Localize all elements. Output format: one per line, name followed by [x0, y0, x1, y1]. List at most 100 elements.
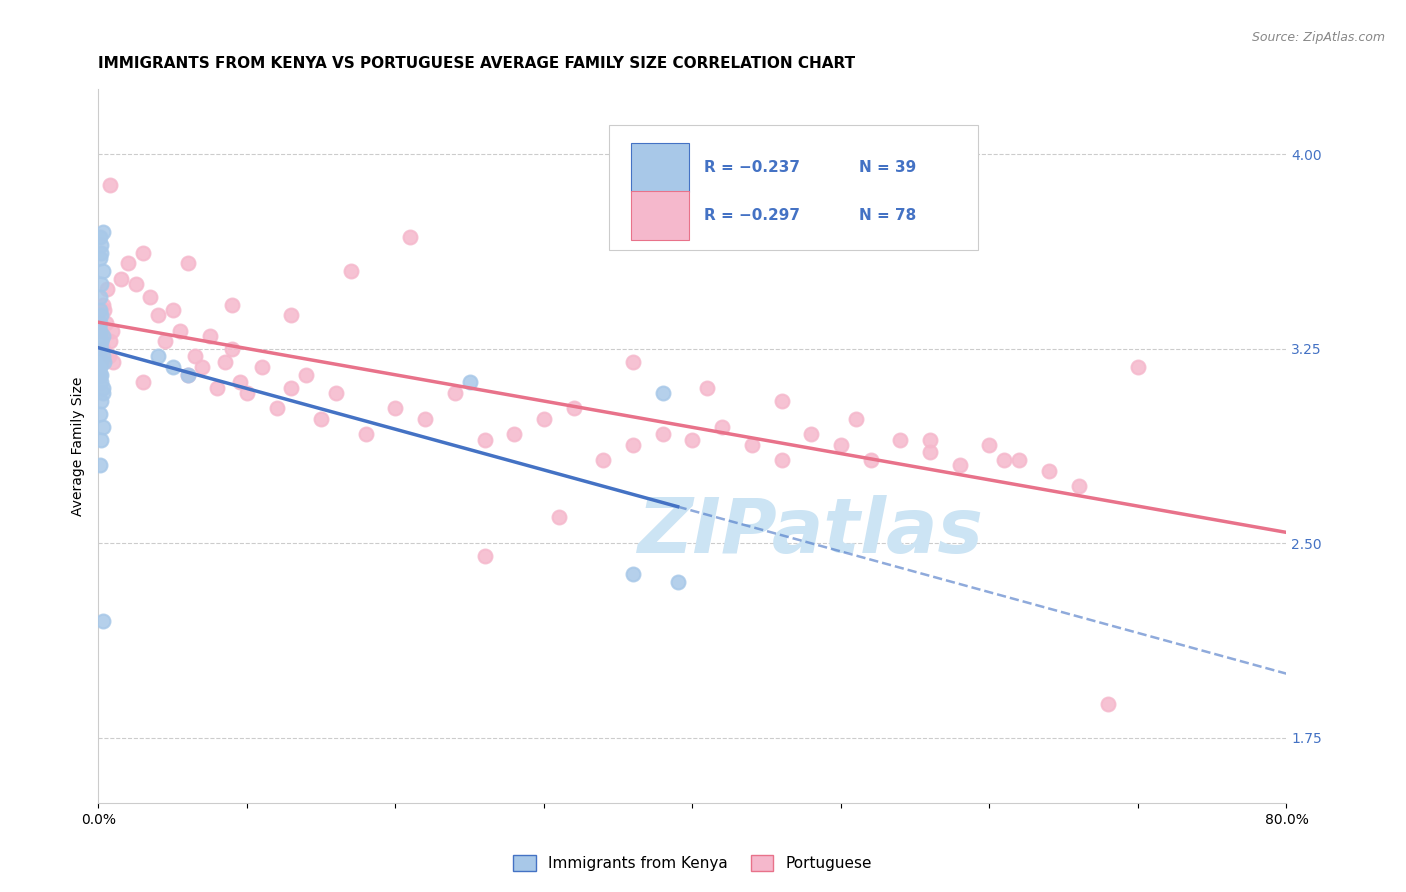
Point: [176, 368, 198, 382]
Point: [770, 453, 793, 467]
Text: ZIPatlas: ZIPatlas: [638, 495, 984, 568]
Point: [340, 264, 363, 278]
Point: [90, 334, 112, 348]
Point: [221, 297, 243, 311]
Point: [621, 354, 644, 368]
Point: [184, 350, 207, 364]
Legend: Immigrants from Kenya, Portuguese: Immigrants from Kenya, Portuguese: [506, 849, 879, 877]
Point: [266, 401, 288, 416]
Point: [443, 385, 465, 400]
Point: [89, 458, 111, 473]
Point: [96, 282, 118, 296]
Point: [474, 549, 496, 564]
Point: [979, 438, 1001, 452]
Point: [1008, 453, 1031, 467]
Point: [90, 376, 112, 390]
Point: [90, 308, 112, 322]
Text: R = −0.297: R = −0.297: [704, 208, 800, 223]
Point: [741, 438, 763, 452]
Point: [176, 368, 198, 382]
Point: [155, 334, 177, 348]
Point: [91, 381, 114, 395]
Point: [236, 385, 259, 400]
Point: [98, 334, 121, 348]
Point: [666, 575, 689, 590]
Point: [191, 359, 214, 374]
Point: [91, 225, 114, 239]
Point: [93, 302, 115, 317]
Point: [91, 264, 114, 278]
Point: [503, 427, 526, 442]
Point: [117, 256, 139, 270]
Point: [89, 308, 111, 322]
Point: [280, 308, 302, 322]
Point: [993, 453, 1015, 467]
Point: [889, 433, 911, 447]
Point: [90, 368, 112, 382]
Point: [1067, 479, 1090, 493]
Point: [89, 328, 111, 343]
Point: [132, 376, 155, 390]
Point: [309, 411, 332, 425]
Point: [89, 316, 111, 330]
Point: [547, 510, 569, 524]
Point: [399, 230, 422, 244]
Point: [124, 277, 146, 291]
Point: [458, 376, 481, 390]
Point: [90, 393, 112, 408]
Point: [94, 316, 117, 330]
Point: [90, 245, 112, 260]
Point: [98, 178, 121, 193]
Point: [162, 359, 184, 374]
Point: [592, 453, 614, 467]
Point: [91, 419, 114, 434]
Point: [110, 271, 132, 285]
Text: Source: ZipAtlas.com: Source: ZipAtlas.com: [1251, 31, 1385, 45]
Point: [90, 342, 112, 356]
Point: [1038, 464, 1060, 478]
Point: [1126, 359, 1149, 374]
Point: [89, 302, 111, 317]
Point: [325, 385, 347, 400]
Point: [91, 614, 114, 628]
Point: [280, 381, 302, 395]
Point: [89, 290, 111, 304]
Point: [139, 290, 162, 304]
Point: [90, 238, 112, 252]
Point: [562, 401, 585, 416]
Point: [250, 359, 273, 374]
Point: [354, 427, 377, 442]
Point: [221, 342, 243, 356]
Point: [830, 438, 852, 452]
Point: [845, 411, 868, 425]
Point: [90, 277, 112, 291]
Point: [91, 350, 114, 364]
Point: [920, 433, 942, 447]
Point: [91, 328, 114, 343]
Point: [146, 350, 169, 364]
Point: [89, 359, 111, 374]
Point: [101, 324, 124, 338]
Point: [621, 438, 644, 452]
Point: [91, 342, 114, 356]
Point: [89, 324, 111, 338]
Point: [770, 393, 793, 408]
Point: [90, 354, 112, 368]
Point: [91, 297, 114, 311]
Point: [682, 433, 704, 447]
Point: [90, 334, 112, 348]
Point: [295, 368, 318, 382]
Text: N = 78: N = 78: [859, 208, 917, 223]
Point: [90, 433, 112, 447]
Point: [103, 354, 125, 368]
Point: [89, 368, 111, 382]
Point: [1097, 697, 1119, 711]
FancyBboxPatch shape: [631, 143, 689, 192]
Point: [920, 445, 942, 459]
Point: [949, 458, 972, 473]
Text: IMMIGRANTS FROM KENYA VS PORTUGUESE AVERAGE FAMILY SIZE CORRELATION CHART: IMMIGRANTS FROM KENYA VS PORTUGUESE AVER…: [98, 56, 855, 71]
FancyBboxPatch shape: [631, 191, 689, 240]
Point: [533, 411, 555, 425]
Text: R = −0.237: R = −0.237: [704, 160, 800, 175]
Point: [97, 350, 120, 364]
